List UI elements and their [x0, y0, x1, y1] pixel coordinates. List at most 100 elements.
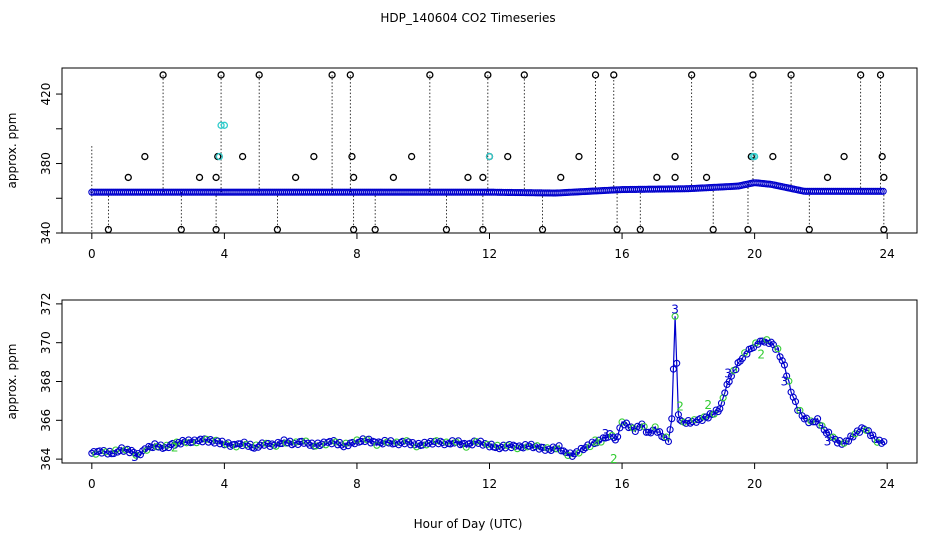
bottom-point-label: 3 — [131, 450, 139, 464]
bottom-data-point — [614, 433, 622, 441]
top-outlier-point — [426, 71, 434, 79]
bottom-y-tick-label: 370 — [39, 331, 53, 354]
bottom-data-point — [139, 447, 147, 455]
top-outlier-point — [464, 173, 472, 182]
bottom-data-point — [704, 414, 712, 422]
top-outlier-point — [709, 225, 717, 234]
top-outlier-point — [805, 225, 813, 234]
top-x-tick-label: 4 — [221, 247, 229, 261]
bottom-point-label: 3 — [824, 435, 832, 449]
top-y-tick-label: 340 — [39, 222, 53, 245]
top-y-tick-label: 420 — [39, 83, 53, 106]
top-data-point — [879, 187, 887, 195]
bottom-data-point — [780, 361, 788, 369]
bottom-data-point — [242, 440, 250, 449]
top-panel: 0 4 8 12 16 20 24 340 380 420 approx. ppm — [5, 67, 918, 261]
top-outlier-point — [857, 71, 865, 79]
top-outlier-point — [484, 71, 492, 79]
bottom-data-point — [840, 439, 848, 447]
bottom-data-point — [664, 437, 673, 446]
top-outlier-point — [348, 152, 356, 161]
bottom-data-point — [676, 416, 684, 424]
top-outlier-point — [220, 121, 229, 129]
bottom-point-label: 3 — [671, 303, 679, 317]
top-outlier-point — [442, 225, 451, 234]
bottom-data-point — [719, 394, 727, 402]
top-outlier-point — [328, 71, 336, 79]
top-outlier-point — [310, 152, 318, 161]
top-outlier-point — [273, 225, 282, 234]
top-outlier-point — [177, 225, 185, 234]
bottom-data-point — [472, 438, 480, 446]
bottom-data-point — [351, 440, 359, 448]
bottom-data-point — [579, 446, 587, 454]
bottom-data-point — [365, 435, 373, 443]
top-x-tick-label: 16 — [614, 247, 629, 261]
top-outlier-point — [769, 152, 777, 161]
top-x-tick-label: 12 — [482, 247, 497, 261]
top-outlier-point — [215, 152, 224, 161]
bottom-data-point — [878, 439, 886, 447]
bottom-data-point — [254, 443, 262, 451]
bottom-y-tick-label: 364 — [39, 448, 53, 471]
top-outlier-point — [389, 173, 398, 182]
bottom-data-point — [136, 451, 144, 459]
bottom-data-point — [640, 422, 648, 431]
bottom-x-tick-label: 24 — [880, 477, 895, 491]
bottom-data-point — [712, 406, 720, 414]
top-outlier-point — [255, 71, 263, 79]
top-outlier-point — [538, 225, 547, 234]
top-outlier-point — [520, 71, 528, 79]
top-outlier-point — [880, 225, 888, 234]
bottom-point-label: 3 — [781, 375, 789, 389]
bottom-data-point — [566, 449, 574, 457]
chart-title: HDP_140604 CO2 Timeseries — [380, 11, 555, 25]
bottom-data-point — [829, 433, 837, 441]
top-outlier-point — [702, 173, 711, 182]
top-outlier-point — [346, 71, 354, 79]
bottom-data-point — [785, 377, 793, 385]
top-outlier-point — [653, 173, 661, 182]
top-outlier-point — [744, 225, 752, 234]
top-outlier-point — [238, 152, 247, 161]
bottom-data-point — [666, 426, 674, 434]
top-outlier-point — [636, 225, 644, 234]
top-outlier-point — [613, 225, 621, 234]
top-y-tick-label: 380 — [39, 152, 53, 175]
bottom-data-point — [304, 439, 312, 447]
bottom-data-point — [794, 406, 802, 414]
top-outlier-point — [880, 173, 888, 182]
bottom-data-point — [880, 438, 888, 446]
bottom-y-tick-label: 372 — [39, 292, 53, 315]
bottom-data-point — [610, 434, 618, 442]
top-outlier-point — [671, 152, 679, 161]
bottom-data-point — [671, 312, 679, 320]
top-outlier-point — [876, 71, 885, 79]
bottom-data-point — [252, 441, 260, 449]
top-outlier-point — [485, 152, 494, 161]
bottom-data-point — [791, 398, 800, 406]
top-outlier-point — [557, 173, 565, 182]
top-outlier-point — [878, 152, 886, 161]
top-outlier-point — [840, 152, 848, 161]
bottom-y-tick-label: 368 — [39, 370, 53, 393]
top-outlier-point — [217, 121, 225, 129]
bottom-data-point — [814, 415, 822, 423]
bottom-x-tick-label: 8 — [353, 477, 361, 491]
top-x-tick-label: 0 — [88, 247, 96, 261]
bottom-point-label: 2 — [171, 440, 179, 454]
bottom-data-point — [776, 353, 784, 361]
top-outlier-point — [610, 71, 618, 79]
top-outlier-point — [504, 152, 512, 161]
top-data-point — [875, 187, 883, 195]
bottom-data-point — [300, 439, 308, 447]
bottom-data-point — [732, 366, 740, 374]
bottom-data-point — [126, 449, 134, 457]
top-outlier-point — [479, 225, 487, 234]
top-data-point — [877, 187, 885, 195]
top-outlier-point — [671, 173, 679, 182]
bottom-point-label: 3 — [724, 367, 732, 381]
bottom-point-label: 3 — [602, 427, 610, 441]
bottom-data-point — [559, 447, 568, 455]
